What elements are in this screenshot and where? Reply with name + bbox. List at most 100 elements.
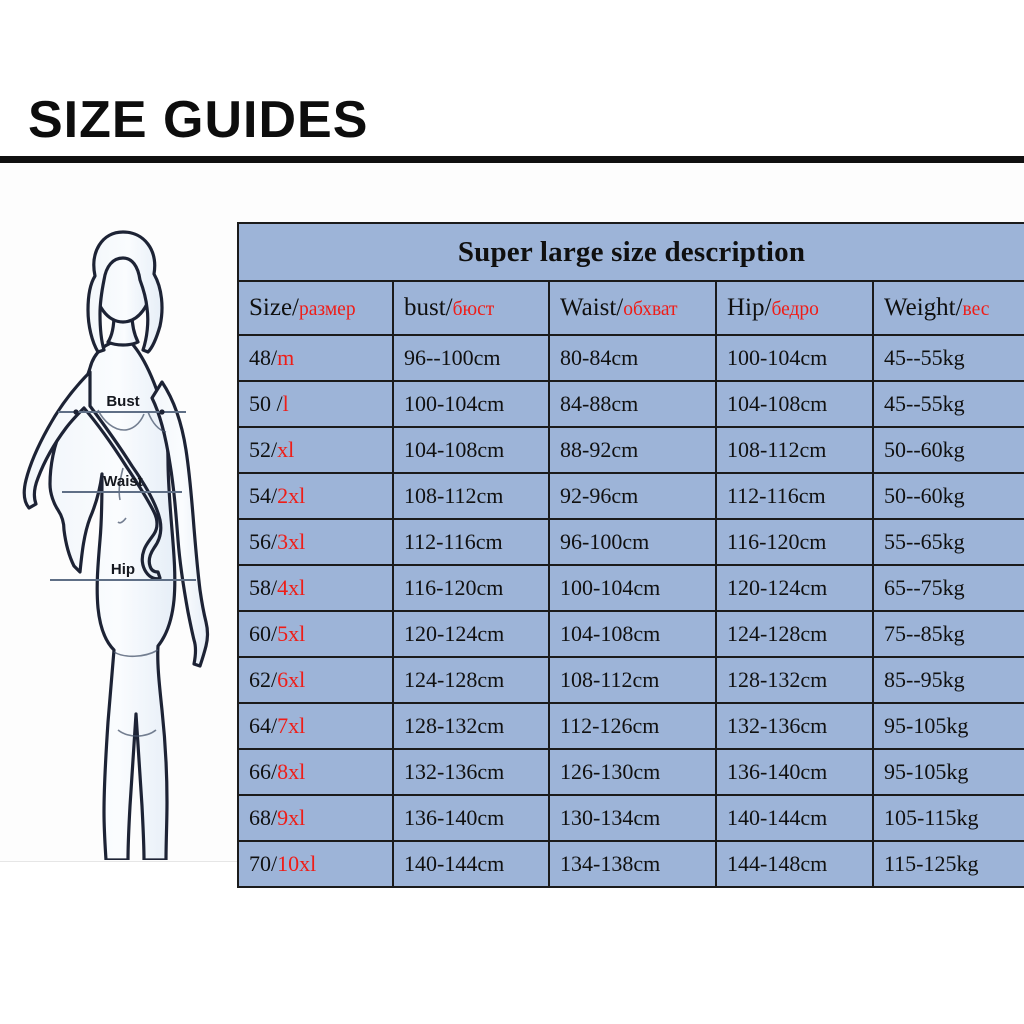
cell-bust: 140-144cm: [392, 840, 550, 888]
cell-size-num: 52/: [249, 437, 278, 462]
cell-size-num: 56/: [249, 529, 278, 554]
cell-size-alpha: l: [282, 391, 289, 416]
cell-waist: 84-88cm: [548, 380, 717, 428]
cell-hip: 136-140cm: [715, 748, 874, 796]
cell-size-alpha: 6xl: [277, 667, 306, 692]
cell-size-alpha: xl: [277, 437, 295, 462]
cell-size: 70/10xl: [237, 840, 394, 888]
cell-size-alpha: 2xl: [277, 483, 306, 508]
cell-bust: 100-104cm: [392, 380, 550, 428]
cell-weight: 65--75kg: [871, 564, 1024, 612]
table-row: 66/8xl 132-136cm 126-130cm 136-140cm 95-…: [237, 748, 1024, 796]
column-header-weight-en: Weight/: [884, 294, 963, 321]
cell-size: 68/9xl: [237, 794, 394, 842]
cell-waist: 104-108cm: [548, 610, 717, 658]
cell-hip: 100-104cm: [715, 334, 874, 382]
table-caption-row: Super large size description: [236, 222, 1024, 282]
table-row: 56/3xl 112-116cm 96-100cm 116-120cm 55--…: [237, 518, 1024, 566]
cell-hip: 124-128cm: [715, 610, 874, 658]
cell-bust: 96--100cm: [392, 334, 550, 382]
cell-weight: 45--55kg: [871, 334, 1024, 382]
cell-size-alpha: 9xl: [277, 805, 306, 830]
cell-bust: 120-124cm: [392, 610, 550, 658]
hip-label: Hip: [111, 561, 135, 578]
table-row: 58/4xl 116-120cm 100-104cm 120-124cm 65-…: [237, 564, 1024, 612]
figure-contour-lines: [97, 409, 167, 737]
cell-size: 50 /l: [237, 380, 394, 428]
cell-waist: 130-134cm: [548, 794, 717, 842]
cell-hip: 128-132cm: [715, 656, 874, 704]
cell-waist: 134-138cm: [548, 840, 717, 888]
column-header-size-ru: размер: [299, 299, 356, 320]
figure-body-shape: [22, 230, 210, 860]
cell-bust: 128-132cm: [392, 702, 550, 750]
bust-label: Bust: [106, 393, 139, 410]
title-divider-rule: [0, 156, 1024, 163]
table-row: 48/m 96--100cm 80-84cm 100-104cm 45--55k…: [237, 334, 1024, 382]
cell-size: 48/m: [237, 334, 394, 382]
cell-bust: 108-112cm: [392, 472, 550, 520]
cell-bust: 132-136cm: [392, 748, 550, 796]
female-body-measurement-diagram: Bust Waist Hip: [10, 222, 240, 860]
column-header-weight: Weight/вес: [871, 280, 1024, 336]
waist-label: Waist: [103, 473, 142, 490]
cell-hip: 132-136cm: [715, 702, 874, 750]
cell-weight: 85--95kg: [871, 656, 1024, 704]
cell-weight: 45--55kg: [871, 380, 1024, 428]
cell-bust: 124-128cm: [392, 656, 550, 704]
cell-waist: 92-96cm: [548, 472, 717, 520]
column-header-hip-ru: бедро: [771, 299, 819, 320]
measurement-lines: [50, 409, 196, 581]
cell-size-alpha: 10xl: [277, 851, 317, 876]
cell-hip: 104-108cm: [715, 380, 874, 428]
cell-weight: 95-105kg: [871, 748, 1024, 796]
cell-size-num: 58/: [249, 575, 278, 600]
cell-waist: 100-104cm: [548, 564, 717, 612]
table-row: 54/2xl 108-112cm 92-96cm 112-116cm 50--6…: [237, 472, 1024, 520]
cell-bust: 104-108cm: [392, 426, 550, 474]
cell-weight: 50--60kg: [871, 472, 1024, 520]
size-chart-table: Super large size description Size/размер…: [236, 222, 1024, 888]
cell-size-num: 68/: [249, 805, 278, 830]
cell-size-alpha: 3xl: [277, 529, 306, 554]
table-row: 64/7xl 128-132cm 112-126cm 132-136cm 95-…: [237, 702, 1024, 750]
cell-hip: 108-112cm: [715, 426, 874, 474]
cell-weight: 55--65kg: [871, 518, 1024, 566]
cell-size: 64/7xl: [237, 702, 394, 750]
cell-size-num: 64/: [249, 713, 278, 738]
table-header-row: Size/размер bust/бюст Waist/обхват Hip/б…: [237, 280, 1024, 336]
cell-size: 62/6xl: [237, 656, 394, 704]
column-header-bust: bust/бюст: [392, 280, 550, 336]
cell-weight: 50--60kg: [871, 426, 1024, 474]
cell-size: 60/5xl: [237, 610, 394, 658]
cell-size-num: 60/: [249, 621, 278, 646]
column-header-bust-ru: бюст: [452, 299, 495, 320]
cell-waist: 88-92cm: [548, 426, 717, 474]
cell-size-num: 62/: [249, 667, 278, 692]
cell-hip: 144-148cm: [715, 840, 874, 888]
cell-size-num: 48/: [249, 345, 278, 370]
cell-bust: 112-116cm: [392, 518, 550, 566]
column-header-weight-ru: вес: [962, 299, 990, 320]
cell-weight: 75--85kg: [871, 610, 1024, 658]
cell-size: 58/4xl: [237, 564, 394, 612]
cell-size: 66/8xl: [237, 748, 394, 796]
table-row: 62/6xl 124-128cm 108-112cm 128-132cm 85-…: [237, 656, 1024, 704]
cell-waist: 112-126cm: [548, 702, 717, 750]
table-row: 60/5xl 120-124cm 104-108cm 124-128cm 75-…: [237, 610, 1024, 658]
cell-size-num: 54/: [249, 483, 278, 508]
cell-size-alpha: m: [277, 345, 295, 370]
cell-size-num: 66/: [249, 759, 278, 784]
cell-hip: 120-124cm: [715, 564, 874, 612]
cell-bust: 116-120cm: [392, 564, 550, 612]
cell-hip: 116-120cm: [715, 518, 874, 566]
column-header-hip-en: Hip/: [727, 294, 772, 321]
cell-size-num: 70/: [249, 851, 278, 876]
cell-size: 56/3xl: [237, 518, 394, 566]
column-header-waist: Waist/обхват: [548, 280, 717, 336]
cell-size-alpha: 4xl: [277, 575, 306, 600]
cell-waist: 108-112cm: [548, 656, 717, 704]
cell-waist: 96-100cm: [548, 518, 717, 566]
table-caption: Super large size description: [236, 222, 1024, 282]
cell-size: 54/2xl: [237, 472, 394, 520]
